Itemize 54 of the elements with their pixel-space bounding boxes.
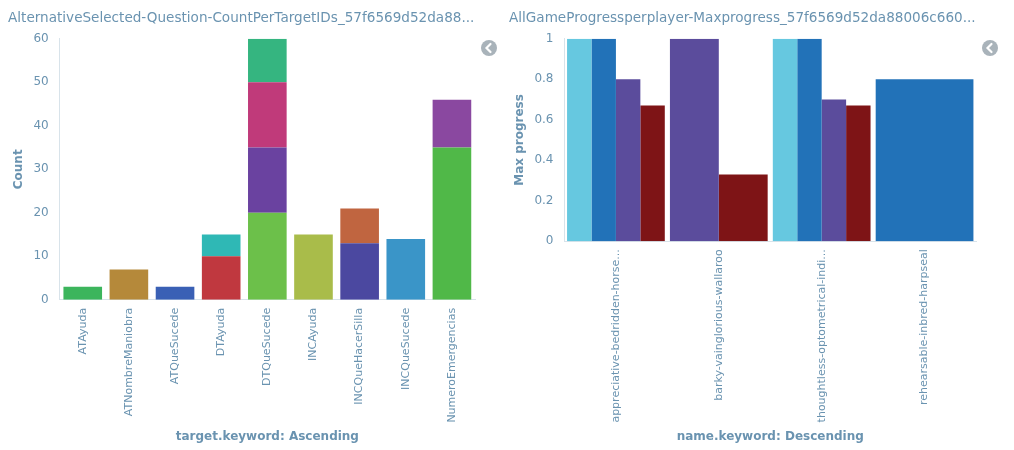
bar: [615, 79, 641, 242]
x-tick-label: ATQueSucede: [167, 307, 181, 385]
bar: [432, 99, 472, 148]
bar: [155, 286, 195, 300]
y-tick-label: 0.6: [534, 111, 554, 126]
y-tick-label: 30: [33, 161, 49, 176]
bar: [432, 147, 472, 300]
x-tick-label: appreciative-bedridden-horse...: [608, 249, 622, 423]
x-tick-label: DTAyuda: [214, 307, 228, 357]
bar: [797, 38, 822, 242]
x-tick-label: INCQueHacerSilla: [352, 307, 366, 405]
y-tick-label: 1: [545, 30, 554, 45]
y-axis-title: Count: [11, 149, 26, 190]
bar: [591, 38, 616, 242]
bar: [248, 147, 287, 213]
bar: [340, 243, 379, 300]
bar: [248, 82, 287, 148]
x-tick-label: INCAyuda: [306, 307, 320, 361]
bar: [772, 38, 798, 242]
bar: [63, 286, 103, 300]
bar: [340, 208, 379, 244]
bar: [821, 99, 847, 242]
y-tick-label: 0.8: [534, 71, 554, 86]
y-tick-label: 0.2: [534, 192, 554, 207]
bar: [201, 256, 241, 300]
x-tick-label: ATNombreManiobra: [121, 307, 135, 417]
x-tick-label: DTQueSucede: [260, 307, 274, 386]
y-tick-label: 0: [41, 291, 49, 306]
bar: [201, 234, 241, 257]
y-tick-label: 50: [33, 74, 49, 89]
y-tick-label: 40: [33, 117, 49, 132]
y-tick-label: 0.4: [534, 152, 554, 167]
bar: [248, 212, 287, 300]
bar: [386, 238, 426, 300]
bar: [846, 105, 871, 242]
bar: [109, 269, 149, 300]
x-tick-label: ATAyuda: [75, 307, 89, 355]
bar: [640, 105, 665, 242]
x-tick-label: barky-vainglorious-wallaroo: [711, 248, 725, 401]
y-tick-label: 0: [545, 233, 554, 248]
y-tick-label: 10: [33, 248, 49, 263]
x-axis-title: target.keyword: Ascending: [175, 428, 359, 443]
y-tick-label: 20: [33, 204, 49, 219]
bar: [248, 38, 287, 83]
y-tick-label: 60: [33, 30, 49, 45]
chart-title: AllGameProgressperplayer-Maxprogress_57f6569d52da88006c660...: [509, 8, 976, 26]
x-axis-title: name.keyword: Descending: [676, 428, 864, 443]
x-tick-label: INCQueSucede: [398, 307, 412, 390]
x-tick-label: thoughtless-optometrical-indi...: [814, 249, 828, 423]
x-tick-label: rehearsable-inbred-harpseal: [917, 249, 931, 406]
y-axis-title: Max progress: [512, 94, 527, 186]
bar: [294, 234, 333, 300]
chart-title: AlternativeSelected-Question-CountPerTargetIDs_57f6569d52da88...: [8, 8, 475, 26]
x-tick-label: NumeroEmergencias: [444, 307, 458, 423]
